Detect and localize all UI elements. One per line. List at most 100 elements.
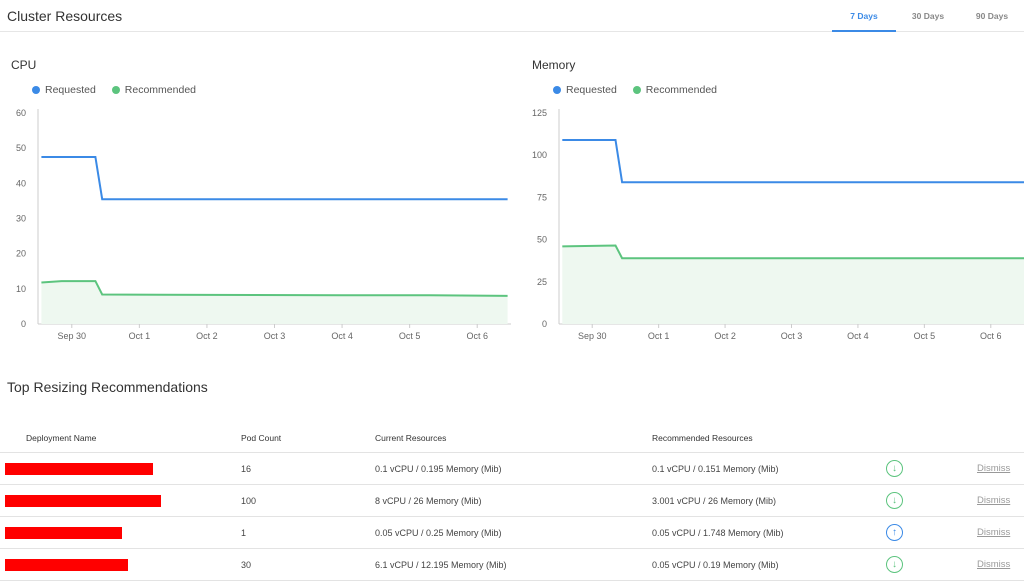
recommended-resources: 3.001 vCPU / 26 Memory (Mib) <box>652 495 777 506</box>
redacted-deployment-name <box>5 559 128 571</box>
table-row: 16 0.1 vCPU / 0.195 Memory (Mib) 0.1 vCPU … <box>0 453 1024 485</box>
arrow-down-circle-icon[interactable]: ↓ <box>886 556 903 573</box>
y-tick-label: 10 <box>16 284 26 294</box>
table-body: 16 0.1 vCPU / 0.195 Memory (Mib) 0.1 vCPU … <box>0 453 1024 581</box>
tab-7-days[interactable]: 7 Days <box>832 0 896 32</box>
cpu-chart-title: CPU <box>11 58 37 72</box>
tab-90-days[interactable]: 90 Days <box>975 11 1009 21</box>
y-tick-label: 100 <box>532 150 547 160</box>
redacted-deployment-name <box>5 527 122 539</box>
tab-30-days[interactable]: 30 Days <box>911 11 945 21</box>
y-tick-label: 25 <box>537 277 547 287</box>
table-header: Deployment Name Pod Count Current Resour… <box>0 423 1024 453</box>
y-tick-label: 20 <box>16 249 26 259</box>
current-resources: 0.05 vCPU / 0.25 Memory (Mib) <box>375 527 502 538</box>
table-row: 100 8 vCPU / 26 Memory (Mib) 3.001 vCPU / … <box>0 485 1024 517</box>
dismiss-cell: Dismiss <box>977 517 1010 548</box>
table-row: 30 6.1 vCPU / 12.195 Memory (Mib) 0.05 vCP… <box>0 549 1024 581</box>
page-title: Cluster Resources <box>7 8 123 24</box>
pod-count: 16 <box>241 463 252 474</box>
y-tick-label: 40 <box>16 178 26 188</box>
arrow-up-circle-icon[interactable]: ↑ <box>886 524 903 541</box>
direction-cell: ↓ <box>886 453 903 484</box>
legend-recommended[interactable]: Recommended <box>111 84 196 96</box>
col-recommended-resources: Recommended Resources <box>652 432 753 443</box>
cpu-chart: 0 10 20 30 40 50 60 Sep 30 Oct 1 Oct 2 Oct 3 Oct 4 O… <box>16 108 511 341</box>
recommended-resources: 0.05 vCPU / 0.19 Memory (Mib) <box>652 559 779 570</box>
x-tick-label: Oct 6 <box>466 331 488 341</box>
recommended-dot-icon <box>111 86 120 94</box>
memory-legend: Requested Recommended <box>553 84 717 96</box>
memory-chart-title: Memory <box>532 58 576 72</box>
y-tick-label: 0 <box>542 319 547 329</box>
redacted-deployment-name <box>5 495 161 507</box>
recommendations-table: Deployment Name Pod Count Current Resour… <box>0 423 1024 581</box>
x-tick-label: Oct 1 <box>648 331 670 341</box>
dismiss-cell: Dismiss <box>977 453 1010 484</box>
dismiss-link[interactable]: Dismiss <box>977 559 1011 570</box>
col-pod-count: Pod Count <box>241 432 282 443</box>
cpu-legend: Requested Recommended <box>32 84 196 96</box>
requested-series-line <box>562 139 1024 184</box>
recommendations-title: Top Resizing Recommendations <box>7 379 208 395</box>
y-tick-label: 50 <box>16 143 26 153</box>
dismiss-link[interactable]: Dismiss <box>977 463 1011 474</box>
current-resources: 8 vCPU / 26 Memory (Mib) <box>375 495 482 506</box>
legend-recommended-label: Recommended <box>124 84 196 96</box>
pod-count: 1 <box>241 527 247 538</box>
x-tick-label: Oct 2 <box>714 331 736 341</box>
y-tick-label: 30 <box>16 214 26 224</box>
legend-requested[interactable]: Requested <box>553 84 617 96</box>
direction-cell: ↓ <box>886 549 903 580</box>
x-tick-label: Oct 4 <box>331 331 353 341</box>
x-tick-label: Sep 30 <box>578 331 607 341</box>
legend-requested-label: Requested <box>45 84 96 96</box>
table-row: 1 0.05 vCPU / 0.25 Memory (Mib) 0.05 vCPU … <box>0 517 1024 549</box>
recommended-area <box>41 281 508 324</box>
recommended-resources: 0.1 vCPU / 0.151 Memory (Mib) <box>652 463 779 474</box>
y-tick-label: 0 <box>21 319 26 329</box>
x-tick-label: Oct 3 <box>781 331 803 341</box>
y-tick-label: 125 <box>532 108 547 118</box>
x-tick-label: Oct 3 <box>264 331 286 341</box>
requested-dot-icon <box>553 86 561 94</box>
y-tick-label: 50 <box>537 235 547 245</box>
x-tick-label: Oct 1 <box>129 331 151 341</box>
recommended-area <box>562 245 1024 324</box>
recommended-series-line <box>562 244 1024 260</box>
pod-count: 30 <box>241 559 252 570</box>
arrow-down-circle-icon[interactable]: ↓ <box>886 492 903 509</box>
requested-series-line <box>41 156 508 201</box>
legend-requested-label: Requested <box>566 84 617 96</box>
x-tick-label: Sep 30 <box>58 331 87 341</box>
pod-count: 100 <box>241 495 257 506</box>
col-deployment-name: Deployment Name <box>26 432 97 443</box>
legend-recommended-label: Recommended <box>645 84 717 96</box>
legend-requested[interactable]: Requested <box>32 84 96 96</box>
y-tick-label: 60 <box>16 108 26 118</box>
current-resources: 6.1 vCPU / 12.195 Memory (Mib) <box>375 559 507 570</box>
legend-recommended[interactable]: Recommended <box>632 84 717 96</box>
x-tick-label: Oct 2 <box>196 331 218 341</box>
requested-dot-icon <box>32 86 40 94</box>
direction-cell: ↑ <box>886 517 903 548</box>
page-header: Cluster Resources 7 Days 30 Days 90 Days <box>0 0 1024 32</box>
arrow-down-circle-icon[interactable]: ↓ <box>886 460 903 477</box>
redacted-deployment-name <box>5 463 153 475</box>
recommended-dot-icon <box>632 86 641 94</box>
x-tick-label: Oct 6 <box>980 331 1002 341</box>
recommended-series-line <box>41 280 508 297</box>
x-tick-label: Oct 5 <box>399 331 421 341</box>
recommended-resources: 0.05 vCPU / 1.748 Memory (Mib) <box>652 527 784 538</box>
direction-cell: ↓ <box>886 485 903 516</box>
memory-chart: 0 25 50 75 100 125 Sep 30 Oct 1 Oct 2 Oct 3 Oct 4 O… <box>532 108 1024 341</box>
y-tick-label: 75 <box>537 192 547 202</box>
col-current-resources: Current Resources <box>375 432 447 443</box>
x-tick-label: Oct 5 <box>914 331 936 341</box>
dismiss-cell: Dismiss <box>977 485 1010 516</box>
dismiss-link[interactable]: Dismiss <box>977 527 1011 538</box>
current-resources: 0.1 vCPU / 0.195 Memory (Mib) <box>375 463 502 474</box>
time-range-tabs: 7 Days 30 Days 90 Days <box>832 0 1024 32</box>
dismiss-link[interactable]: Dismiss <box>977 495 1011 506</box>
dismiss-cell: Dismiss <box>977 549 1010 580</box>
